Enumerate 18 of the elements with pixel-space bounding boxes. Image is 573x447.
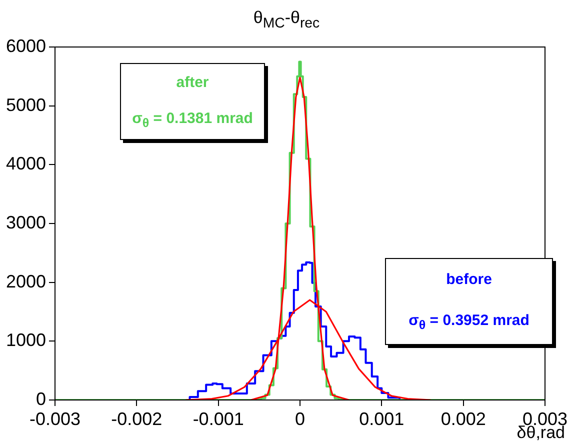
chart-title: θ$_{MC}$-θ$_{rec}$ bbox=[252, 8, 321, 32]
x-tick-label: 0 bbox=[294, 408, 306, 429]
y-tick-label: 0 bbox=[36, 388, 46, 409]
y-tick-label: 3000 bbox=[6, 212, 46, 232]
y-tick-label: 1000 bbox=[6, 330, 46, 350]
x-tick-label: 0.002 bbox=[440, 408, 486, 429]
text: before bbox=[446, 271, 492, 288]
text: after bbox=[176, 74, 209, 90]
x-tick-label: -0.002 bbox=[111, 408, 162, 429]
y-tick-label: 2000 bbox=[6, 271, 46, 292]
annotation: σ$_{θ}$ = 0.3952 mrad bbox=[408, 312, 530, 332]
y-tick-label: 4000 bbox=[6, 154, 46, 174]
x-tick-label: 0.001 bbox=[359, 408, 404, 429]
y-tick-label: 5000 bbox=[6, 94, 46, 115]
annotation: σ$_{θ}$ = 0.1381 mrad bbox=[132, 110, 253, 130]
x-tick-label: -0.001 bbox=[192, 408, 244, 429]
x-tick-label: -0.003 bbox=[29, 408, 81, 429]
y-tick-label: 6000 bbox=[6, 36, 46, 56]
